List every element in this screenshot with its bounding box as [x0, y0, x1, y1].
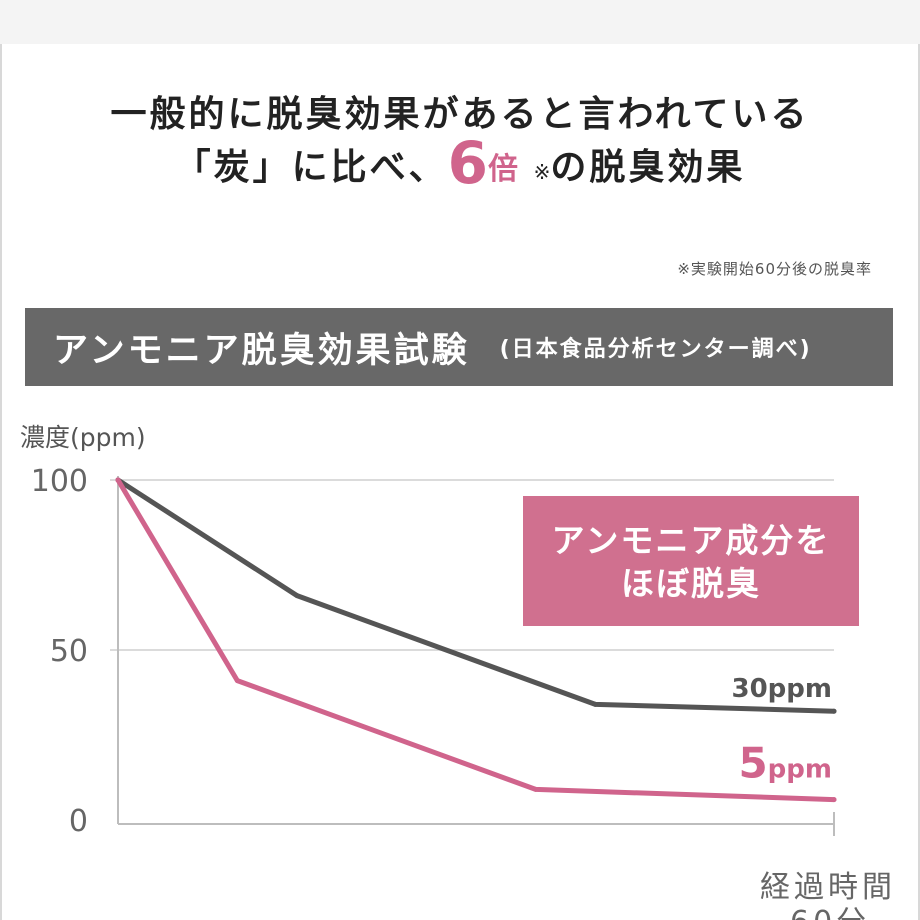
- series-line-product: [115, 477, 837, 803]
- headline-line-2: 「炭」に比べ、6倍 ※の脱臭効果: [0, 134, 920, 195]
- y-tick-label-50: 50: [50, 634, 88, 669]
- top-bar: [0, 0, 920, 44]
- data-point-product-0: [115, 477, 121, 483]
- end-label-product: 5ppm: [738, 739, 832, 788]
- callout-box: アンモニア成分を ほぼ脱臭: [523, 496, 859, 626]
- data-point-charcoal-2: [592, 701, 598, 707]
- data-point-charcoal-1: [294, 593, 300, 599]
- chart-title: アンモニア脱臭効果試験: [53, 330, 470, 371]
- data-point-product-3: [831, 797, 837, 803]
- x-axis-end-label: 60分: [790, 905, 870, 920]
- headline-line-2-pre: 「炭」に比べ、: [174, 147, 448, 188]
- footnote: ※実験開始60分後の脱臭率: [677, 260, 872, 278]
- gridlines: [110, 479, 834, 651]
- y-axis-label: 濃度(ppm): [20, 423, 146, 452]
- data-point-product-1: [234, 678, 240, 684]
- headline-multiplier-unit: 倍: [488, 152, 519, 187]
- frame-border-left: [0, 44, 2, 920]
- headline-line-1-text: 一般的に脱臭効果があると言われている: [110, 94, 810, 135]
- data-point-charcoal-3: [831, 708, 837, 714]
- chart-title-banner: アンモニア脱臭効果試験 (日本食品分析センター調べ): [25, 308, 893, 386]
- headline-multiplier-number: 6: [447, 129, 489, 197]
- y-tick-label-100: 100: [31, 464, 88, 499]
- axes: [117, 476, 835, 836]
- callout-line-1: アンモニア成分を: [552, 521, 831, 560]
- series-lines: [115, 477, 837, 803]
- headline-note-mark: ※: [533, 160, 551, 184]
- headline-line-1: 一般的に脱臭効果があると言われている: [0, 92, 920, 138]
- chart-subtitle: (日本食品分析センター調べ): [499, 337, 812, 362]
- series-end-labels: 30ppm 5ppm: [731, 674, 832, 787]
- callout-line-2: ほぼ脱臭: [621, 564, 761, 603]
- callout-background: [523, 496, 859, 626]
- frame-border-right: [918, 44, 920, 920]
- end-label-charcoal: 30ppm: [731, 674, 832, 704]
- y-tick-label-0: 0: [69, 804, 88, 839]
- headline-line-2-post: の脱臭効果: [550, 147, 746, 188]
- data-point-product-2: [533, 786, 539, 792]
- y-tick-labels: 100 50 0: [31, 464, 88, 839]
- x-axis-label: 経過時間: [760, 870, 896, 905]
- line-chart: 100 50 0 30ppm 5ppm 濃度(ppm) 経過時間 60分 アンモニア成…: [20, 423, 896, 920]
- series-line-charcoal: [115, 477, 837, 714]
